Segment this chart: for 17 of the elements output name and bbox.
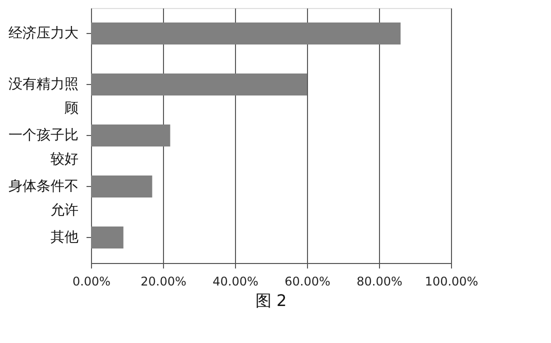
bar — [91, 226, 124, 248]
bar — [91, 74, 307, 96]
x-tick-label: 80.00% — [356, 274, 402, 288]
y-tick-label: 没有精力照顾 — [8, 76, 78, 116]
y-tick-label: 经济压力大 — [8, 26, 78, 42]
y-tick-label: 一个孩子比较好 — [8, 128, 78, 168]
x-tick-label: 60.00% — [284, 274, 330, 288]
x-tick-label: 100.00% — [424, 274, 478, 288]
x-tick-label: 0.00% — [72, 274, 111, 288]
text: 图 2 — [255, 291, 287, 310]
x-tick-label: 40.00% — [212, 274, 258, 288]
bar — [91, 176, 152, 198]
bar — [91, 22, 401, 44]
x-tick-label: 20.00% — [140, 274, 186, 288]
bar — [91, 124, 170, 146]
y-tick-label: 身体条件不允许 — [8, 178, 78, 218]
y-tick-label: 其他 — [50, 230, 78, 246]
